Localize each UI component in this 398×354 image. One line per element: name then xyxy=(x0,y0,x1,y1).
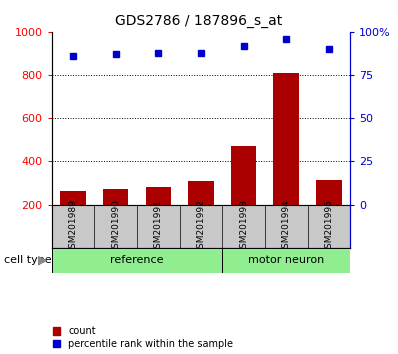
Bar xyxy=(273,73,299,205)
Text: cell type: cell type xyxy=(4,255,52,265)
Bar xyxy=(52,248,222,273)
Bar xyxy=(146,187,171,205)
Bar xyxy=(188,181,214,205)
Bar xyxy=(222,248,350,273)
Text: GSM201994: GSM201994 xyxy=(282,199,291,253)
Bar xyxy=(94,205,137,248)
Bar xyxy=(231,146,256,205)
Text: GSM201992: GSM201992 xyxy=(197,199,205,253)
Legend: count, percentile rank within the sample: count, percentile rank within the sample xyxy=(53,326,233,349)
Bar xyxy=(179,205,222,248)
Text: GSM201995: GSM201995 xyxy=(324,199,334,254)
Text: motor neuron: motor neuron xyxy=(248,255,324,265)
Text: ▶: ▶ xyxy=(38,254,47,267)
Text: GSM201990: GSM201990 xyxy=(111,199,120,254)
Bar xyxy=(103,189,129,205)
Text: GSM201993: GSM201993 xyxy=(239,199,248,254)
Bar xyxy=(316,180,342,205)
Bar xyxy=(137,205,179,248)
Text: reference: reference xyxy=(110,255,164,265)
Bar xyxy=(265,205,308,248)
Text: GSM201991: GSM201991 xyxy=(154,199,163,254)
Bar xyxy=(308,205,350,248)
Text: GDS2786 / 187896_s_at: GDS2786 / 187896_s_at xyxy=(115,14,283,28)
Bar xyxy=(60,190,86,205)
Bar xyxy=(222,205,265,248)
Text: GSM201989: GSM201989 xyxy=(68,199,78,254)
Bar xyxy=(52,205,94,248)
